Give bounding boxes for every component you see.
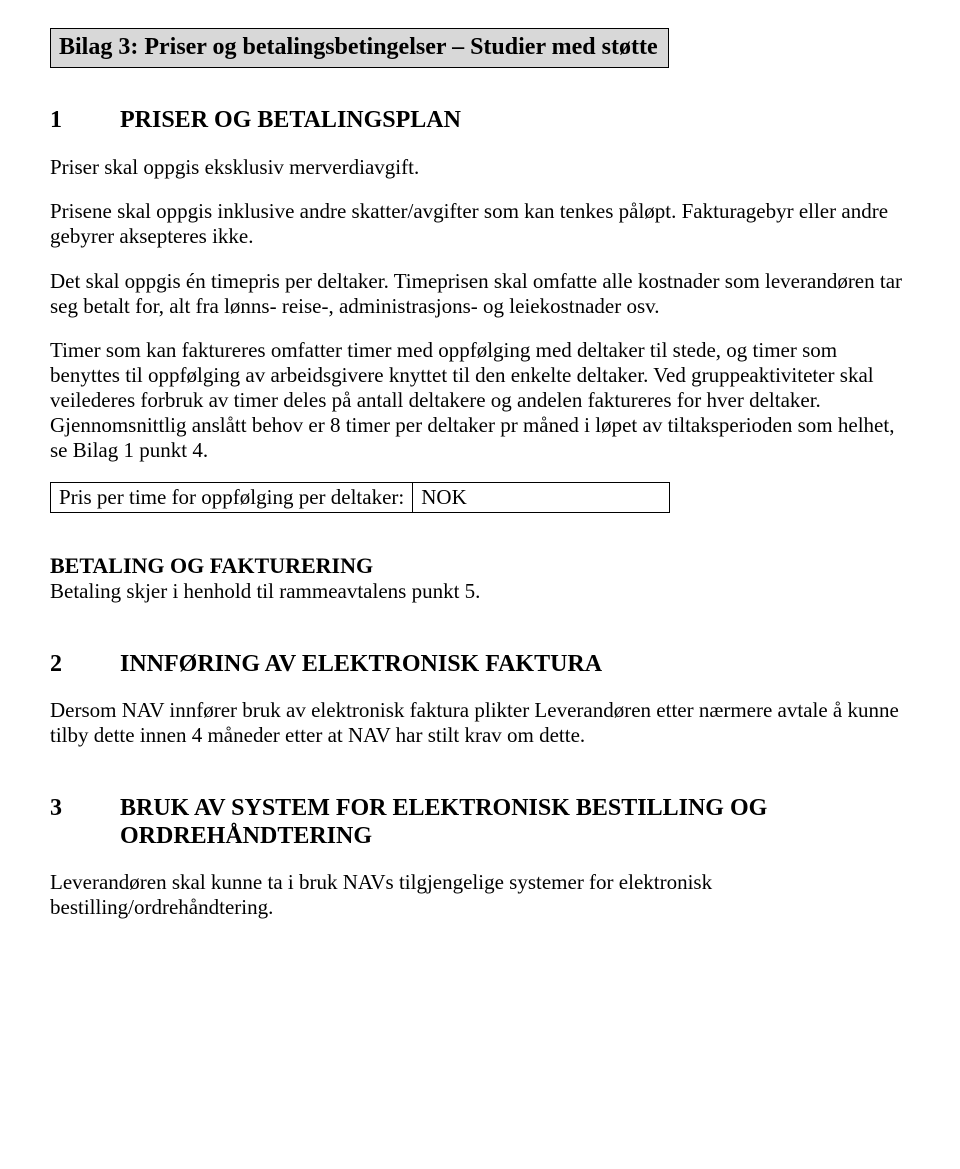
betaling-paragraph-1: Betaling skjer i henhold til rammeavtale… (50, 579, 910, 604)
document-page: Bilag 3: Priser og betalingsbetingelser … (0, 0, 960, 1169)
section-2-paragraph-1: Dersom NAV innfører bruk av elektronisk … (50, 698, 910, 748)
section-1-number: 1 (50, 106, 120, 134)
price-table-value-cell: NOK (413, 483, 670, 513)
section-3-paragraph-1: Leverandøren skal kunne ta i bruk NAVs t… (50, 870, 910, 920)
section-2-title: INNFØRING AV ELEKTRONISK FAKTURA (120, 650, 910, 678)
section-1-paragraph-4: Timer som kan faktureres omfatter timer … (50, 338, 910, 462)
section-1-paragraph-3: Det skal oppgis én timepris per deltaker… (50, 269, 910, 319)
section-2-number: 2 (50, 650, 120, 678)
section-1-paragraph-2: Prisene skal oppgis inklusive andre skat… (50, 199, 910, 249)
section-3-heading: 3 BRUK AV SYSTEM FOR ELEKTRONISK BESTILL… (50, 794, 910, 851)
section-2-heading: 2 INNFØRING AV ELEKTRONISK FAKTURA (50, 650, 910, 678)
price-table: Pris per time for oppfølging per deltake… (50, 482, 670, 513)
price-table-row: Pris per time for oppfølging per deltake… (51, 483, 670, 513)
section-1-paragraph-1: Priser skal oppgis eksklusiv merverdiavg… (50, 155, 910, 180)
price-table-label-cell: Pris per time for oppfølging per deltake… (51, 483, 413, 513)
section-3-title: BRUK AV SYSTEM FOR ELEKTRONISK BESTILLIN… (120, 794, 910, 851)
section-3-number: 3 (50, 794, 120, 851)
section-1-heading: 1 PRISER OG BETALINGSPLAN (50, 106, 910, 134)
document-title: Bilag 3: Priser og betalingsbetingelser … (59, 34, 658, 60)
betaling-heading: BETALING OG FAKTURERING (50, 553, 910, 579)
section-1-title: PRISER OG BETALINGSPLAN (120, 106, 910, 134)
title-box: Bilag 3: Priser og betalingsbetingelser … (50, 28, 669, 68)
